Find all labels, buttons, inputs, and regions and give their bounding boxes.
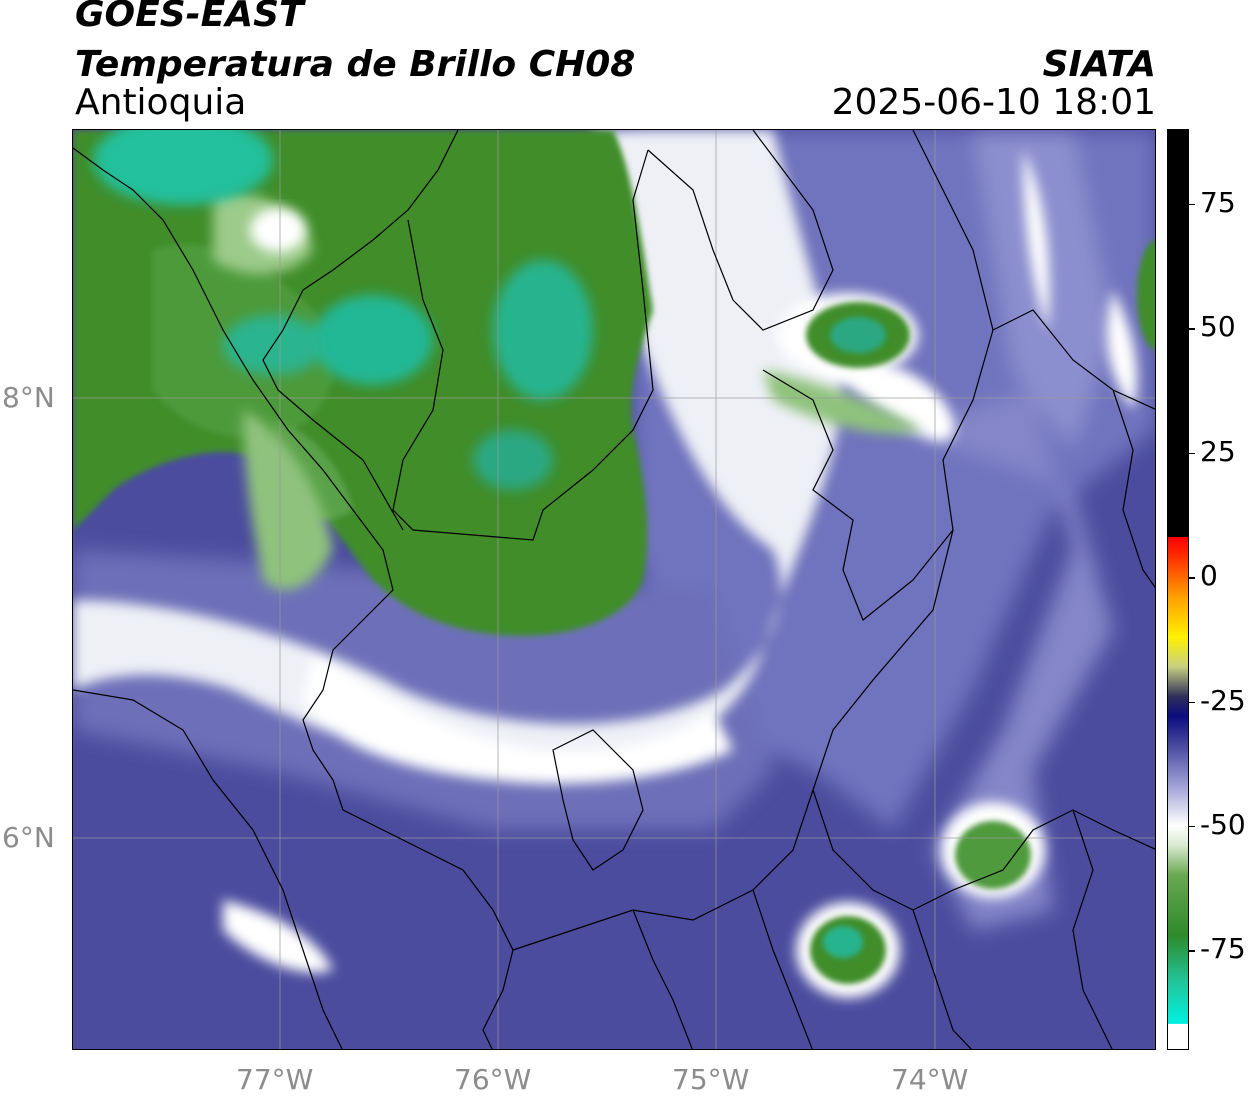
colorbar-tick [1189, 203, 1195, 206]
lon-label-76w: 76°W [454, 1063, 532, 1096]
border-cundinamarca [752, 889, 813, 1049]
convective-cells [223, 240, 1155, 998]
colorbar-tick-label: 75 [1200, 185, 1236, 219]
graticule [73, 130, 1155, 1049]
map-panel [72, 129, 1156, 1050]
warm-spot [250, 208, 306, 252]
colorbar-tick-label: -75 [1200, 932, 1246, 966]
border-cesar [912, 130, 994, 331]
border-norte-santander [1112, 389, 1155, 589]
border-cordoba [392, 149, 654, 541]
border-boyaca [912, 909, 972, 1049]
coastline-gulf [262, 130, 459, 531]
agency-label: SIATA [1042, 44, 1156, 85]
lon-label-75w: 75°W [672, 1063, 750, 1096]
satellite-title: GOES-EAST [75, 0, 304, 35]
colorbar-tick [1189, 825, 1195, 828]
timestamp-label: 2025-06-10 18:01 [831, 82, 1156, 123]
colorbar-tick [1189, 701, 1195, 703]
lon-label-74w: 74°W [891, 1063, 969, 1096]
border-magdalena-medio [762, 309, 1155, 621]
border-choco [73, 689, 343, 1049]
colorbar-tick-label: 50 [1200, 310, 1236, 344]
colorbar-tick-label: 0 [1200, 559, 1218, 593]
coldest-tops [93, 130, 593, 490]
colorbar-tick-label: -25 [1200, 683, 1246, 717]
colorbar-tick [1189, 950, 1195, 952]
region-title: Antioquia [75, 82, 247, 123]
border-uraba [73, 147, 394, 811]
border-tolima [632, 909, 693, 1049]
lat-label-6n: 6°N [2, 821, 55, 854]
border-antioquia-south [342, 809, 514, 1049]
colorbar-tick [1189, 452, 1195, 455]
lon-label-77w: 77°W [236, 1063, 314, 1096]
colorbar-tick [1189, 577, 1195, 579]
lat-label-8n: 8°N [2, 381, 55, 414]
border-valle-aburra [552, 729, 644, 871]
product-title: Temperatura de Brillo CH08 [75, 44, 636, 85]
colorbar-tick-label: 25 [1200, 434, 1236, 468]
border-santander [812, 529, 1155, 911]
border-santander-east [1072, 809, 1113, 1049]
colorbar-tick [1189, 328, 1195, 330]
colorbar [1167, 129, 1189, 1050]
colorbar-tick-label: -50 [1200, 807, 1246, 841]
map-canvas [73, 130, 1155, 1049]
border-caldas [512, 789, 814, 951]
boundary-lines [73, 130, 1155, 1049]
border-bolivar [647, 130, 834, 331]
